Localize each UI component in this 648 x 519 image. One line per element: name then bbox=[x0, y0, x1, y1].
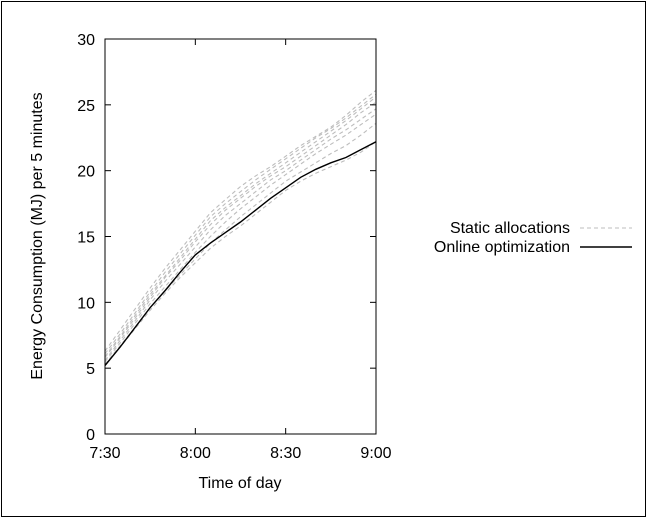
y-axis: 0 5 10 15 20 25 30 bbox=[77, 32, 376, 444]
x-axis: 7:30 8:00 8:30 9:00 bbox=[89, 39, 392, 462]
y-tick-label: 10 bbox=[77, 295, 95, 312]
series-lines bbox=[104, 89, 377, 366]
legend: Static allocations Online optimization bbox=[434, 220, 632, 256]
y-tick-label: 20 bbox=[77, 164, 95, 181]
y-axis-label: Energy Consumption (MJ) per 5 minutes bbox=[29, 92, 46, 379]
y-tick-label: 25 bbox=[77, 98, 95, 115]
x-axis-label: Time of day bbox=[199, 475, 282, 492]
y-tick-label: 5 bbox=[86, 361, 95, 378]
static-allocation-line bbox=[104, 122, 377, 365]
static-allocation-line bbox=[104, 101, 377, 358]
x-tick-label: 8:00 bbox=[180, 445, 211, 462]
static-allocation-line bbox=[104, 96, 377, 357]
y-tick-label: 30 bbox=[77, 32, 95, 49]
legend-label: Online optimization bbox=[434, 239, 570, 256]
online-optimization-line bbox=[104, 141, 377, 366]
static-allocation-line bbox=[104, 141, 377, 366]
static-allocation-line bbox=[104, 108, 377, 361]
static-allocation-line bbox=[104, 113, 377, 362]
y-tick-label: 15 bbox=[77, 230, 95, 247]
x-tick-label: 8:30 bbox=[270, 445, 301, 462]
y-tick-label: 0 bbox=[86, 427, 95, 444]
plot-area bbox=[104, 38, 377, 435]
x-tick-label: 7:30 bbox=[89, 445, 120, 462]
legend-label: Static allocations bbox=[450, 220, 570, 237]
x-tick-label: 9:00 bbox=[360, 445, 391, 462]
static-allocation-line bbox=[104, 93, 377, 355]
static-allocation-line bbox=[104, 89, 377, 352]
